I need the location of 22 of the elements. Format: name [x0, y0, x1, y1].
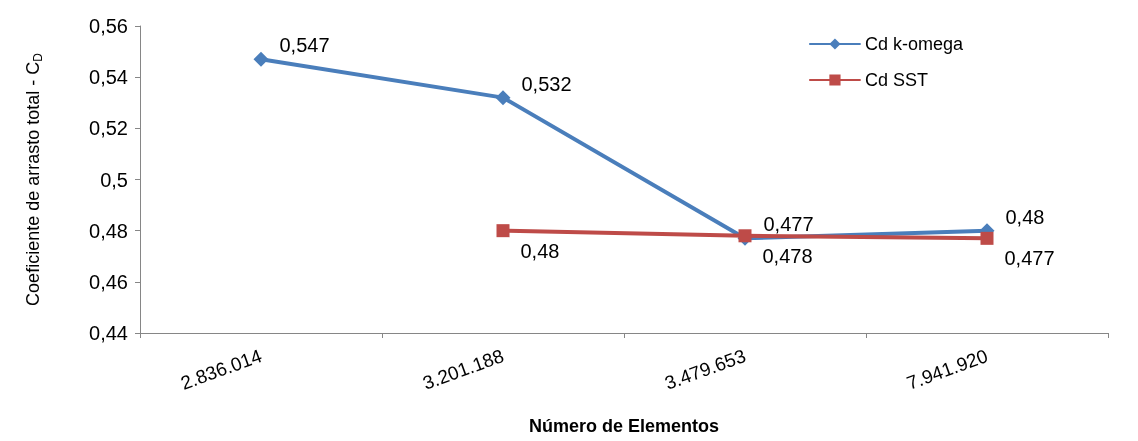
- data-label: 0,532: [521, 72, 572, 95]
- point: [980, 231, 994, 245]
- point: [496, 224, 510, 238]
- point: [495, 90, 511, 106]
- data-label: 0,478: [762, 244, 813, 267]
- point: [253, 51, 269, 67]
- data-label: 0,547: [279, 34, 330, 57]
- x-axis-title: Número de Elementos: [528, 416, 720, 436]
- data-label: 0,477: [1004, 247, 1055, 270]
- y-axis-title: Coeficiente de arrasto total - CD: [23, 52, 45, 306]
- legend-label: Cd SST: [864, 70, 928, 90]
- data-label: 0,477: [763, 213, 814, 236]
- y-tick-label: 0,54: [89, 66, 128, 89]
- data-label: 0,48: [1005, 205, 1045, 228]
- y-tick-label: 0,44: [89, 322, 128, 344]
- y-tick-label: 0,52: [89, 117, 128, 140]
- y-tick-label: 0,56: [89, 15, 128, 37]
- legend-label: Cd k-omega: [864, 34, 964, 54]
- y-tick-label: 0,48: [89, 219, 128, 242]
- y-tick-label: 0,46: [89, 270, 128, 293]
- data-label: 0,48: [520, 239, 560, 262]
- y-tick-label: 0,5: [100, 168, 128, 191]
